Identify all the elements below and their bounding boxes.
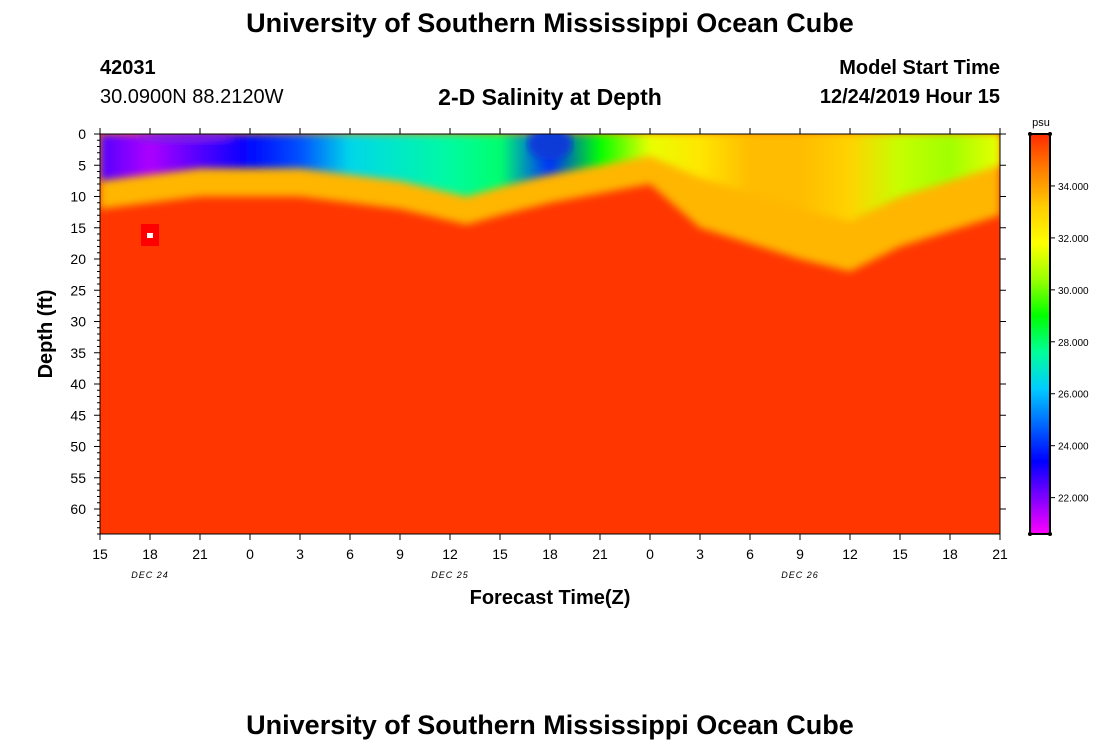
- x-axis-label: Forecast Time(Z): [470, 587, 631, 609]
- y-tick-label: 15: [70, 220, 86, 236]
- x-tick-label: 15: [492, 546, 508, 562]
- x-tick-label: 18: [142, 546, 158, 562]
- y-tick-label: 30: [70, 314, 86, 330]
- page-title-bottom: University of Southern Mississippi Ocean…: [246, 710, 854, 740]
- x-tick-label: 9: [796, 546, 804, 562]
- y-tick-label: 55: [70, 470, 86, 486]
- colorbar-tick-label: 30.000: [1058, 286, 1089, 297]
- y-tick-label: 50: [70, 439, 86, 455]
- y-tick-label: 45: [70, 407, 86, 423]
- model-start-value: 12/24/2019 Hour 15: [819, 86, 1000, 108]
- x-tick-label: 9: [396, 546, 404, 562]
- colorbar: psu 22.000 24.000 26.000 28.000 30.000 32.000…: [1028, 117, 1089, 536]
- y-tick-label: 10: [70, 189, 86, 205]
- x-tick-label: 3: [296, 546, 304, 562]
- colorbar-bottom-marker: [1028, 532, 1032, 536]
- colorbar-top-marker: [1048, 132, 1052, 136]
- page-title-top: University of Southern Mississippi Ocean…: [246, 8, 854, 38]
- surface-fresh-layer: [100, 134, 1000, 222]
- x-tick-label: 12: [842, 546, 858, 562]
- low-salinity-patch-dec24: [135, 134, 235, 143]
- low-salinity-patch-dec25: [528, 134, 572, 160]
- heatmap-area: [100, 134, 1000, 534]
- colorbar-bottom-marker: [1048, 532, 1052, 536]
- x-tick-label: 12: [442, 546, 458, 562]
- x-tick-label: 6: [746, 546, 754, 562]
- y-tick-label: 40: [70, 376, 86, 392]
- x-tick-label: 18: [542, 546, 558, 562]
- y-tick-label: 25: [70, 282, 86, 298]
- x-tick-label: 6: [346, 546, 354, 562]
- colorbar-unit: psu: [1032, 117, 1050, 129]
- x-date-label: DEC 26: [781, 570, 819, 580]
- missing-value-cell: [147, 233, 153, 238]
- y-tick-label: 60: [70, 501, 86, 517]
- x-tick-label: 21: [592, 546, 608, 562]
- colorbar-gradient: [1029, 133, 1051, 535]
- colorbar-tick-label: 22.000: [1058, 494, 1089, 505]
- x-tick-label: 18: [942, 546, 958, 562]
- x-tick-label: 0: [646, 546, 654, 562]
- x-date-label: DEC 24: [131, 570, 169, 580]
- y-tick-label: 5: [78, 157, 86, 173]
- y-axis: 0 5 10 15 20 25 30 35 40 45 50 55 60: [70, 126, 1006, 535]
- x-tick-label: 15: [892, 546, 908, 562]
- y-tick-label: 35: [70, 345, 86, 361]
- model-start-label: Model Start Time: [839, 57, 1000, 79]
- x-tick-label: 21: [192, 546, 208, 562]
- x-tick-label: 15: [92, 546, 108, 562]
- y-tick-label: 0: [78, 126, 86, 142]
- colorbar-tick-label: 24.000: [1058, 442, 1089, 453]
- x-axis: 15 18 21 0 3 6 9 12 15 18 21 0 3 6 9 12 15 18 21 DEC 24 DEC …: [92, 128, 1008, 580]
- colorbar-tick-label: 34.000: [1058, 182, 1089, 193]
- x-tick-label: 0: [246, 546, 254, 562]
- colorbar-tick-label: 28.000: [1058, 338, 1089, 349]
- station-coordinates: 30.0900N 88.2120W: [100, 86, 284, 108]
- colorbar-tick-label: 32.000: [1058, 234, 1089, 245]
- chart-title: 2-D Salinity at Depth: [438, 84, 662, 110]
- station-id: 42031: [100, 57, 156, 79]
- x-date-label: DEC 25: [431, 570, 469, 580]
- x-tick-label: 21: [992, 546, 1008, 562]
- colorbar-top-marker: [1028, 132, 1032, 136]
- y-axis-label: Depth (ft): [35, 290, 57, 379]
- colorbar-tick-label: 26.000: [1058, 390, 1089, 401]
- y-tick-label: 20: [70, 251, 86, 267]
- x-tick-label: 3: [696, 546, 704, 562]
